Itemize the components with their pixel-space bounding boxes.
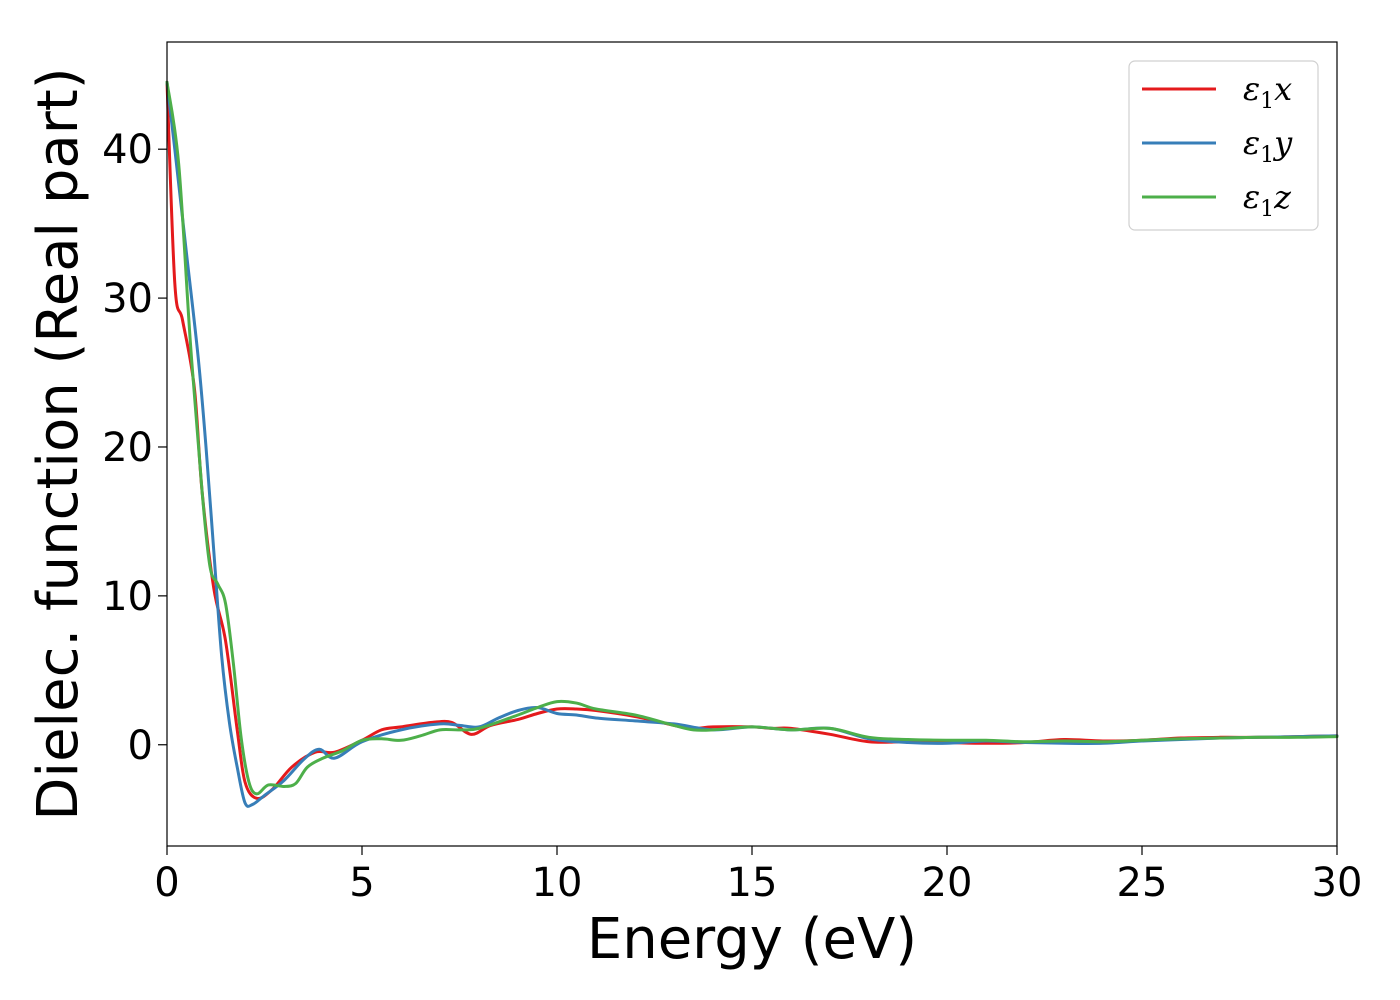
y-tick-label: 0 <box>128 723 153 769</box>
y-tick-label: 40 <box>102 127 153 173</box>
legend-label-z: ε1z <box>1243 178 1292 222</box>
x-tick-label: 25 <box>1117 860 1168 906</box>
legend-label-x: ε1x <box>1243 70 1292 114</box>
y-axis-ticks: 0 10 20 30 40 <box>102 127 167 769</box>
x-axis-label: Energy (eV) <box>587 907 917 972</box>
x-axis-ticks: 0 5 10 15 20 25 30 <box>154 846 1362 906</box>
series-layer <box>165 80 1339 808</box>
x-tick-label: 5 <box>349 860 374 906</box>
x-tick-label: 20 <box>922 860 973 906</box>
x-tick-label: 10 <box>532 860 583 906</box>
x-tick-label: 30 <box>1312 860 1363 906</box>
y-tick-label: 20 <box>102 425 153 471</box>
legend: ε1x ε1y ε1z <box>1128 60 1319 231</box>
y-axis-label: Dielec. function (Real part) <box>26 67 91 820</box>
y-tick-label: 30 <box>102 276 153 322</box>
x-tick-label: 15 <box>727 860 778 906</box>
legend-frame <box>1128 60 1319 231</box>
series-line-z <box>165 80 1339 796</box>
y-tick-label: 10 <box>102 574 153 620</box>
x-tick-label: 0 <box>154 860 179 906</box>
legend-label-y: ε1y <box>1243 124 1293 168</box>
